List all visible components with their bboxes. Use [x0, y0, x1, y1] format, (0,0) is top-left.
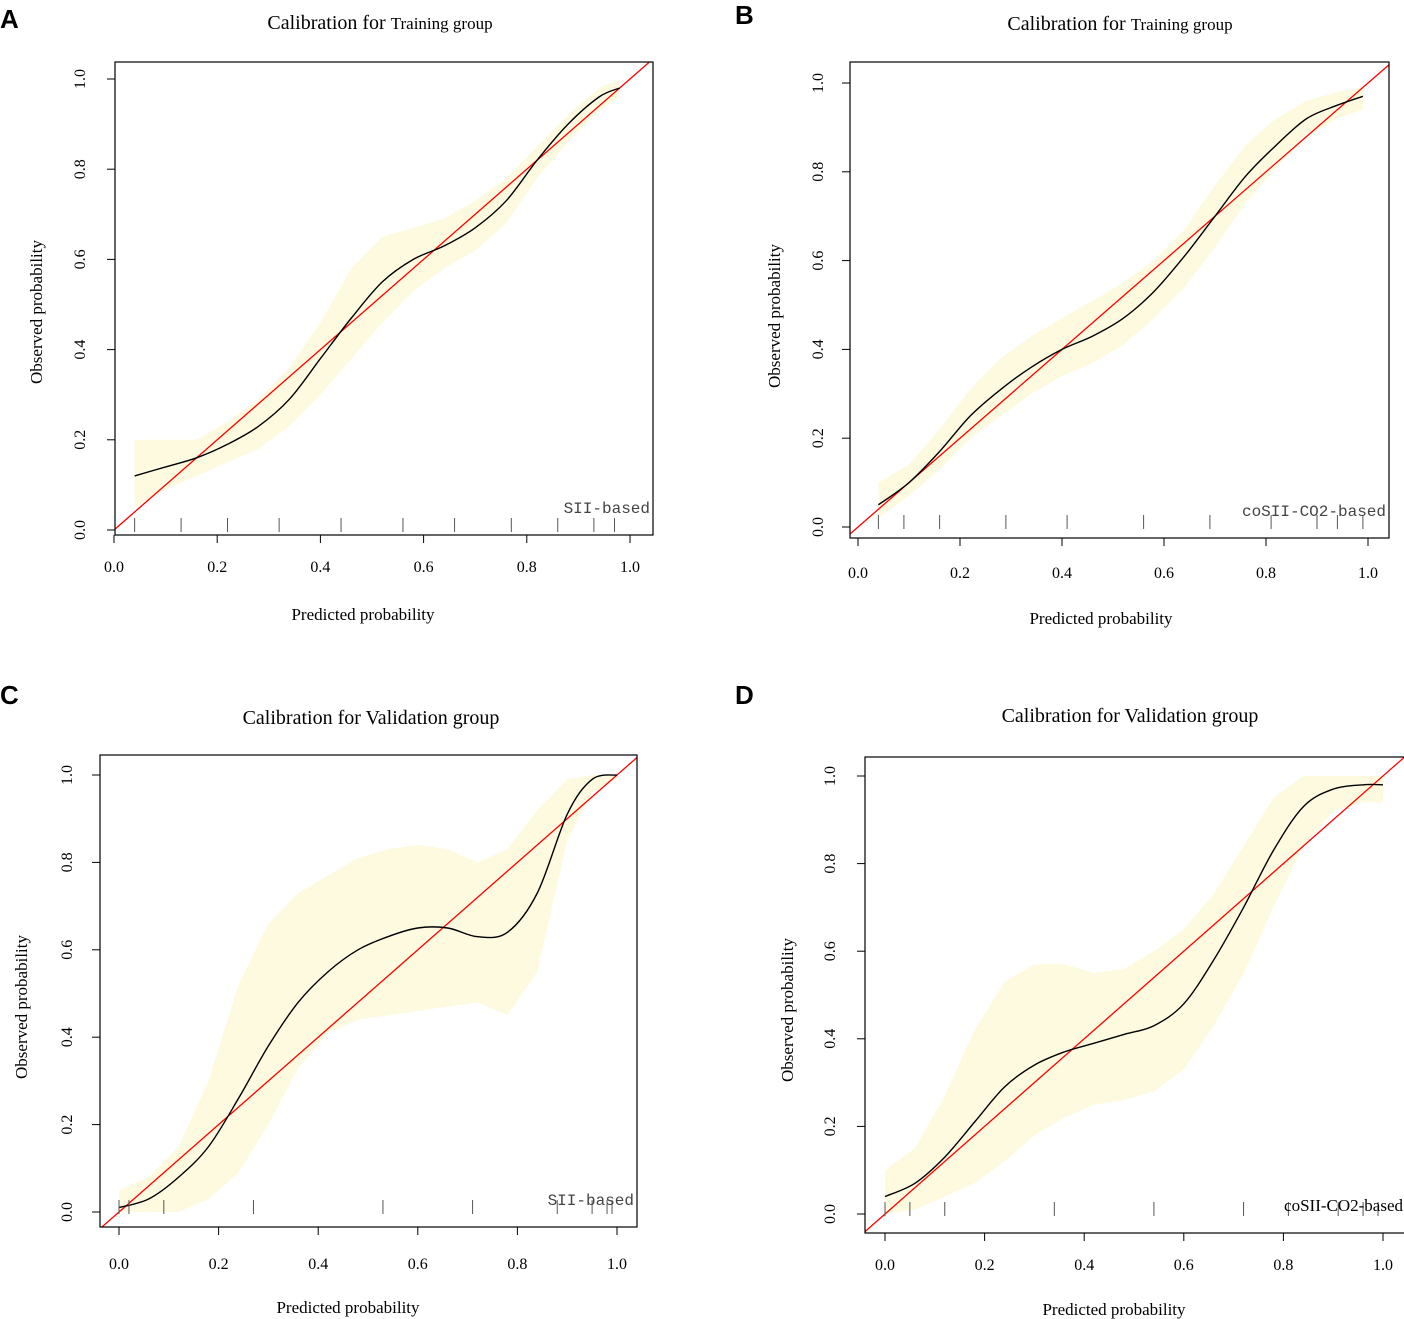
- calibration-curve: [134, 87, 620, 477]
- calibration-panel-d: D Calibration for Validation group 0.0 0.2 0…: [735, 680, 1404, 1319]
- x-tick-label: 0.4: [310, 559, 330, 576]
- x-tick-label: 0.8: [507, 1256, 527, 1273]
- y-tick-label: 0.8: [59, 852, 76, 872]
- ideal-line: [850, 63, 1389, 535]
- y-tick-label: 0.0: [59, 1202, 76, 1222]
- x-axis-label: Predicted probability: [1042, 1300, 1186, 1319]
- y-tick-label: 0.6: [810, 251, 827, 271]
- y-tick-label: 0.2: [810, 428, 827, 448]
- chart-title-prefix: Calibration for: [267, 12, 390, 34]
- panel-letter: A: [0, 4, 19, 34]
- y-tick-label: 1.0: [59, 765, 76, 785]
- y-tick-label: 0.4: [822, 1029, 839, 1049]
- panel-letter: D: [735, 680, 754, 710]
- legend-label: SII-based: [564, 500, 650, 518]
- calibration-panel-a: A Calibration for Training group 0.0 0.2 0.4…: [0, 4, 654, 624]
- x-tick-label: 0.6: [408, 1256, 428, 1273]
- chart-title: Calibration for Training group: [267, 12, 492, 34]
- calibration-curve: [118, 774, 618, 1209]
- x-tick-label: 0.2: [207, 559, 227, 576]
- x-tick-label: 0.0: [848, 565, 868, 582]
- y-tick-label: 1.0: [72, 69, 89, 89]
- x-tick-label: 1.0: [620, 559, 640, 576]
- x-tick-label: 0.0: [104, 559, 124, 576]
- y-tick-label: 0.6: [822, 941, 839, 961]
- x-tick-label: 0.4: [308, 1256, 328, 1273]
- x-tick-label: 0.0: [109, 1256, 129, 1273]
- x-tick-label: 0.8: [1273, 1257, 1293, 1274]
- x-tick-label: 0.2: [975, 1257, 995, 1274]
- y-axis-label: Observed probability: [778, 938, 797, 1082]
- y-tick-label: 0.8: [810, 162, 827, 182]
- y-tick-label: 0.4: [810, 339, 827, 359]
- y-tick-label: 0.2: [72, 430, 89, 450]
- x-tick-label: 0.6: [1174, 1257, 1194, 1274]
- x-tick-label: 0.4: [1052, 565, 1072, 582]
- x-tick-label: 0.0: [875, 1257, 895, 1274]
- x-axis-label: Predicted probability: [1029, 609, 1173, 628]
- y-tick-label: 0.8: [822, 854, 839, 874]
- y-axis-label: Observed probability: [12, 935, 31, 1079]
- confidence-band: [878, 87, 1363, 519]
- y-tick-label: 0.4: [72, 340, 89, 360]
- ideal-line: [865, 757, 1404, 1233]
- x-tick-label: 0.8: [517, 559, 537, 576]
- calibration-panel-c: C Calibration for Validation group 0.0 0.2 0…: [0, 680, 638, 1317]
- calibration-curve: [877, 95, 1364, 506]
- y-tick-label: 0.4: [59, 1027, 76, 1047]
- y-tick-label: 1.0: [822, 766, 839, 786]
- chart-title-group: Training group: [1131, 15, 1233, 34]
- plot-frame: [864, 756, 1404, 1234]
- chart-title-prefix: Calibration for: [1007, 13, 1130, 35]
- y-tick-label: 0.6: [59, 940, 76, 960]
- legend-label: coSII-CO2-based: [1242, 503, 1386, 521]
- x-tick-label: 0.6: [1154, 565, 1174, 582]
- y-axis-label: Observed probability: [27, 240, 46, 384]
- y-tick-label: 0.6: [72, 249, 89, 269]
- y-tick-label: 0.2: [822, 1116, 839, 1136]
- legend-label: SII-based: [548, 1192, 634, 1210]
- plot-frame: [114, 61, 654, 536]
- calibration-panel-b: B Calibration for Training group 0.0 0.2 0.4…: [735, 0, 1390, 628]
- x-tick-label: 0.6: [414, 559, 434, 576]
- x-tick-label: 1.0: [607, 1256, 627, 1273]
- chart-title-group: Training group: [391, 14, 493, 33]
- legend-label: coSII-CO2-based: [1284, 1196, 1403, 1215]
- plot-frame: [99, 754, 638, 1228]
- confidence-band: [134, 79, 620, 508]
- y-tick-label: 0.8: [72, 159, 89, 179]
- y-tick-label: 0.0: [810, 517, 827, 537]
- x-tick-label: 1.0: [1358, 565, 1378, 582]
- x-axis-label: Predicted probability: [291, 605, 435, 624]
- x-axis-label: Predicted probability: [276, 1298, 420, 1317]
- chart-title: Calibration for Training group: [1007, 13, 1232, 35]
- y-tick-label: 1.0: [810, 73, 827, 93]
- chart-title: Calibration for Validation group: [243, 707, 500, 729]
- x-tick-label: 0.4: [1074, 1257, 1094, 1274]
- panel-letter: C: [0, 680, 19, 710]
- calibration-curve: [884, 783, 1384, 1198]
- y-tick-label: 0.0: [822, 1204, 839, 1224]
- x-tick-label: 0.2: [209, 1256, 229, 1273]
- chart-title: Calibration for Validation group: [1002, 705, 1259, 727]
- x-tick-label: 0.2: [950, 565, 970, 582]
- x-tick-label: 0.8: [1256, 565, 1276, 582]
- ideal-line: [100, 756, 637, 1227]
- ideal-line: [115, 62, 651, 530]
- plot-frame: [849, 61, 1390, 539]
- y-tick-label: 0.0: [72, 520, 89, 540]
- y-axis-label: Observed probability: [765, 244, 784, 388]
- y-tick-label: 0.2: [59, 1115, 76, 1135]
- x-tick-label: 1.0: [1373, 1257, 1393, 1274]
- panel-letter: B: [735, 0, 754, 30]
